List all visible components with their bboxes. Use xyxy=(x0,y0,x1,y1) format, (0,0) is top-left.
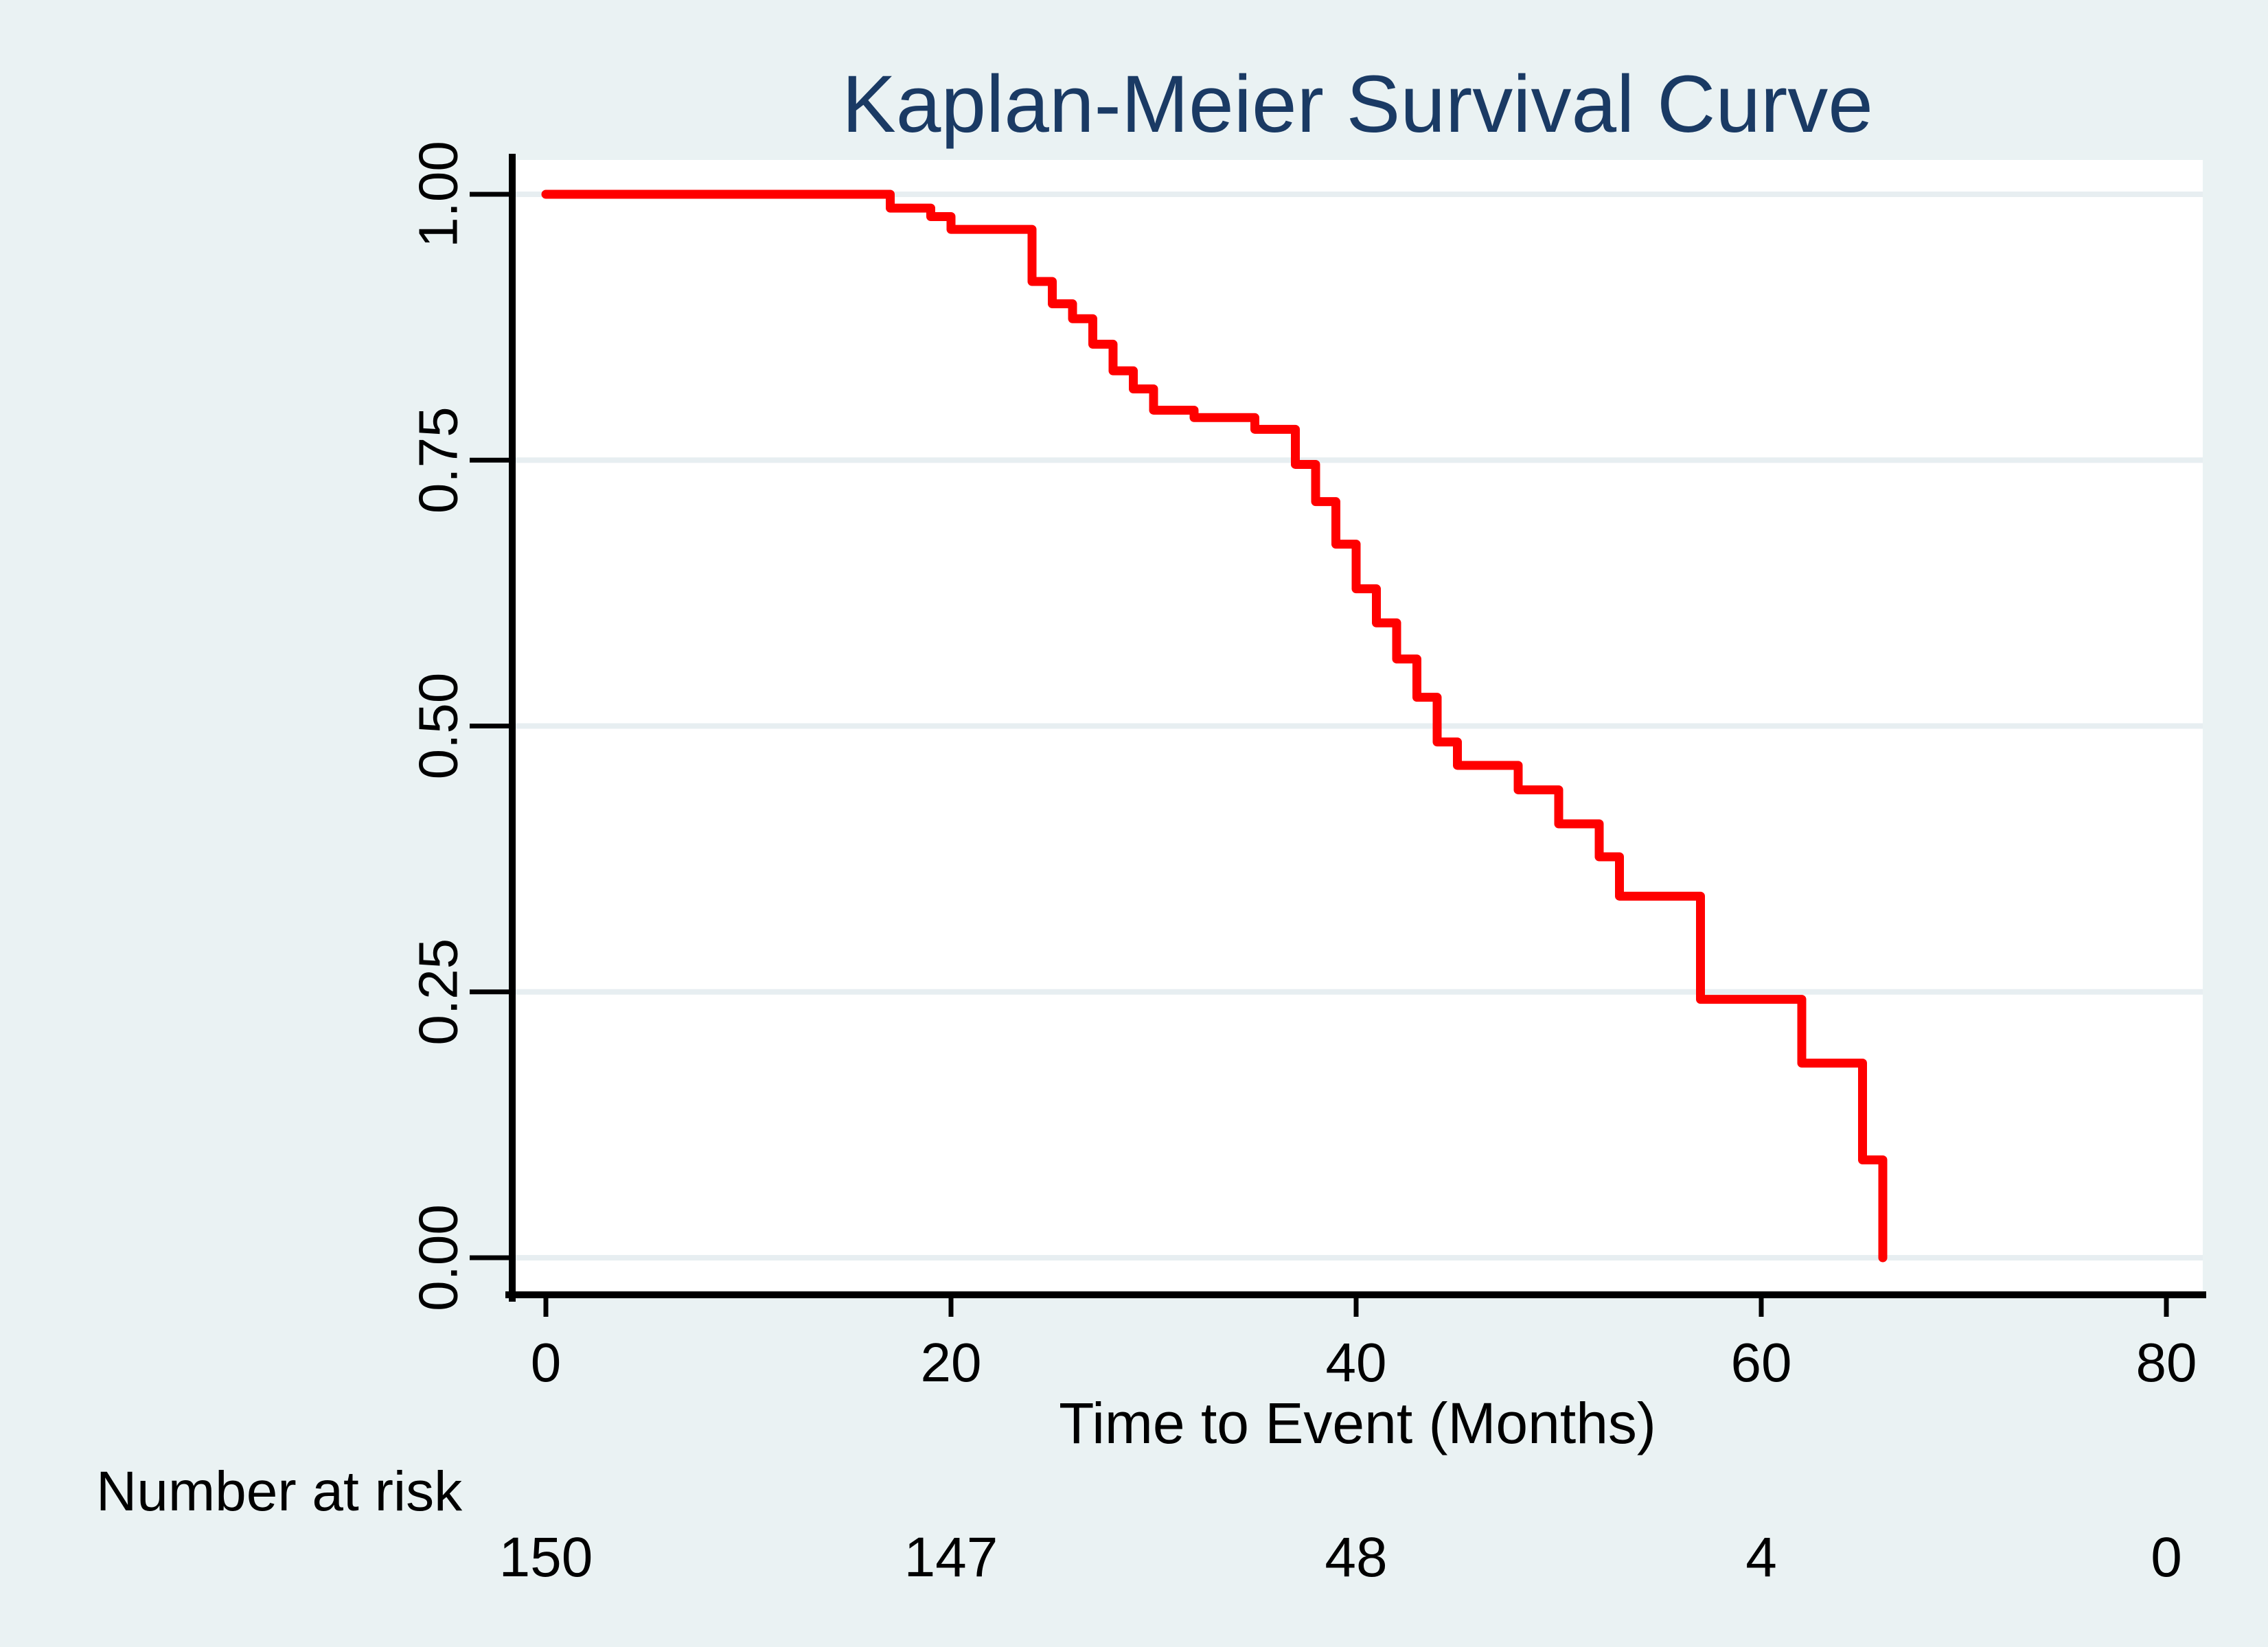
x-ticks xyxy=(543,1295,2169,1317)
risk-count: 0 xyxy=(2151,1526,2182,1589)
risk-count: 4 xyxy=(1745,1526,1777,1589)
y-ticks xyxy=(470,192,509,1260)
y-tick-label: 1.00 xyxy=(408,141,469,248)
y-tick-label: 0.25 xyxy=(408,938,469,1046)
y-tick-label: 0.50 xyxy=(408,673,469,780)
risk-table-label: Number at risk xyxy=(96,1460,463,1523)
x-tick-labels: 0 20 40 60 80 xyxy=(531,1332,2197,1393)
x-tick-label: 20 xyxy=(921,1332,982,1393)
risk-count: 48 xyxy=(1325,1526,1387,1589)
x-tick-label: 60 xyxy=(1731,1332,1792,1393)
chart-title: Kaplan-Meier Survival Curve xyxy=(842,59,1873,150)
x-axis-title: Time to Event (Months) xyxy=(1059,1391,1656,1455)
x-tick-label: 40 xyxy=(1326,1332,1387,1393)
x-tick-label: 80 xyxy=(2136,1332,2197,1393)
risk-count: 147 xyxy=(904,1526,998,1589)
risk-counts: 150 147 48 4 0 xyxy=(499,1526,2182,1589)
y-tick-label: 0.00 xyxy=(408,1204,469,1311)
y-tick-labels: 1.00 0.75 0.50 0.25 0.00 xyxy=(408,141,469,1311)
survival-curve xyxy=(541,189,1888,1263)
y-tick-label: 0.75 xyxy=(408,406,469,514)
risk-count: 150 xyxy=(499,1526,593,1589)
x-tick-label: 0 xyxy=(531,1332,562,1393)
